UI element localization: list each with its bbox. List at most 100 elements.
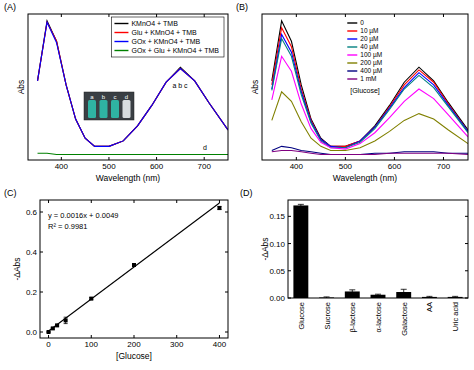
y-tick-label: 0.4 [26, 248, 38, 257]
plot-data [38, 21, 228, 155]
panel: (C)01002003004000.00.20.40.6[Glucose]-ΔA… [4, 188, 228, 361]
x-tick [443, 14, 444, 17]
legend-swatch [347, 62, 357, 63]
inset-bg [84, 92, 134, 120]
x-tick-label: Galactose [400, 302, 409, 336]
legend-box [111, 17, 224, 57]
error-cap [298, 204, 304, 205]
panel-title: (B) [236, 2, 248, 12]
x-axis-label: [Glucose] [116, 351, 152, 361]
y-tick [225, 292, 228, 293]
plot-data [272, 21, 468, 155]
y-tick-label: 0.2 [26, 288, 38, 297]
error-bar [401, 289, 407, 294]
legend-label: GOx + Glu + KMnO4 + TMB [131, 47, 219, 54]
y-tick-label: 0.15 [269, 212, 285, 221]
x-tick [219, 335, 220, 338]
x-tick-label: α-lactose [374, 302, 383, 333]
annotation: b [102, 94, 106, 100]
y-tick [225, 252, 228, 253]
x-tick [296, 14, 297, 17]
y-tick [288, 298, 291, 299]
x-tick [443, 157, 444, 160]
series-line [272, 56, 468, 149]
y-tick-label: 0.00 [269, 294, 285, 303]
x-axis-label: Wavelength (nm) [333, 173, 398, 183]
panel-title: (D) [240, 188, 253, 198]
error-cap [375, 294, 381, 295]
scatter-point [217, 206, 221, 210]
inset-vial [88, 100, 96, 118]
legend-swatch [347, 78, 357, 79]
x-axis-label: Wavelength (nm) [96, 173, 161, 183]
y-axis-label: Abs [16, 80, 26, 95]
legend: 010 µM20 µM40 µM100 µM200 µM400 µM1 mM [347, 19, 382, 82]
series-line [272, 150, 468, 154]
error-bar [217, 206, 221, 209]
x-tick-label: Uric acid [451, 302, 460, 331]
legend-swatch [347, 46, 357, 47]
x-tick [345, 157, 346, 160]
legend-swatch [347, 30, 357, 31]
legend-label: 200 µM [360, 59, 382, 67]
error-cap [64, 323, 68, 324]
error-cap [452, 296, 458, 297]
plot-data [293, 204, 462, 298]
legend-swatch [347, 54, 357, 55]
error-bar [349, 290, 355, 293]
legend-label: 10 µM [360, 27, 378, 35]
legend-label: 20 µM [360, 35, 378, 43]
series-line [272, 21, 468, 147]
error-cap [401, 289, 407, 290]
inset-photo [84, 92, 134, 120]
x-tick-label: AA [425, 302, 434, 312]
x-tick [108, 157, 109, 160]
panel-title: (C) [4, 188, 17, 198]
legend-swatch [347, 22, 357, 23]
x-tick [345, 14, 346, 17]
error-bar [375, 294, 381, 295]
error-stem [403, 289, 404, 294]
legend-label: 400 µM [360, 67, 382, 75]
annotation: y = 0.0016x + 0.0049 [48, 211, 118, 220]
legend-swatch [114, 50, 128, 51]
plot-frame [28, 14, 228, 160]
legend-label: 0 [360, 19, 364, 26]
x-tick [48, 335, 49, 338]
error-bar [298, 204, 304, 206]
x-tick [204, 14, 205, 17]
y-tick [288, 216, 291, 217]
x-tick [61, 14, 62, 17]
series-line [272, 28, 468, 147]
plot-frame [262, 14, 468, 160]
y-tick-label: 0.0 [26, 328, 38, 337]
x-tick [91, 200, 92, 203]
x-tick-label: 700 [437, 162, 451, 171]
x-tick-label: 300 [170, 340, 184, 349]
y-tick [288, 243, 291, 244]
panel: (D)0.000.050.100.15-ΔAbsGlucoseSucroseβ-… [240, 188, 468, 336]
legend-label: 1 mM [360, 75, 376, 82]
x-tick-label: 500 [339, 162, 353, 171]
series-line [38, 22, 228, 146]
x-tick-label: 400 [213, 340, 227, 349]
x-tick-label: 100 [85, 340, 99, 349]
y-tick [465, 270, 468, 271]
x-tick [108, 14, 109, 17]
figure: (A)400500600700Wavelength (nm)AbsKMnO4 +… [0, 0, 474, 370]
error-bar [426, 296, 432, 297]
y-tick [465, 243, 468, 244]
x-tick [134, 200, 135, 203]
annotation: R² = 0.9981 [48, 222, 87, 231]
legend: KMnO4 + TMBGlu + KMnO4 + TMBGOx + KMnO4 … [111, 17, 224, 57]
annotation: a b c [172, 82, 188, 89]
inset-vial [123, 100, 131, 118]
y-tick [465, 216, 468, 217]
x-tick [61, 157, 62, 160]
legend-swatch [347, 38, 357, 39]
y-tick [40, 212, 43, 213]
x-tick-label: 600 [388, 162, 402, 171]
x-tick-label: 0 [46, 340, 51, 349]
error-stem [352, 290, 353, 293]
x-tick [394, 157, 395, 160]
